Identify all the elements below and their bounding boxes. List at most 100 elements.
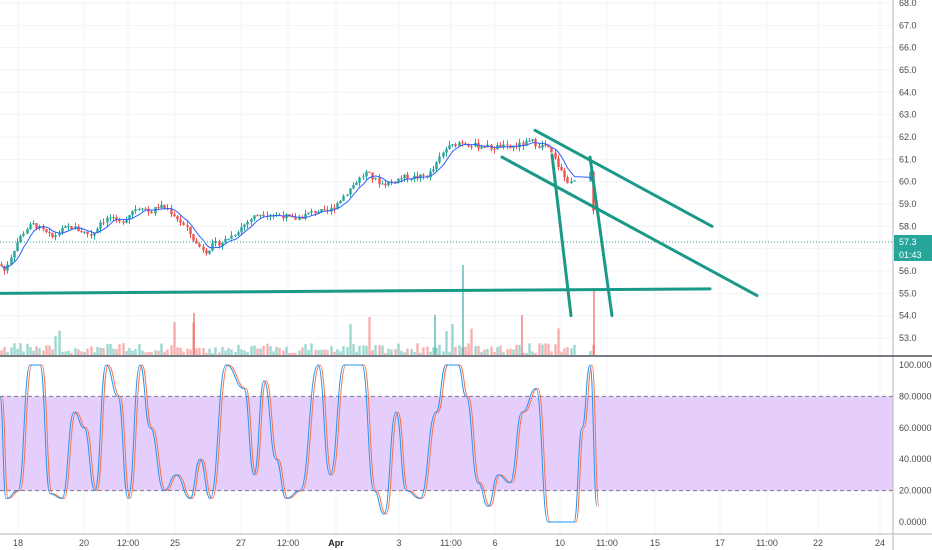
volume-bar bbox=[173, 322, 176, 355]
candle-body bbox=[314, 211, 317, 214]
price-tick-label: 61.0 bbox=[899, 154, 917, 164]
volume-bar bbox=[410, 348, 413, 355]
candle-body bbox=[506, 144, 509, 146]
volume-bar bbox=[304, 344, 307, 355]
volume-bar bbox=[275, 346, 278, 355]
upper-channel-line[interactable] bbox=[533, 128, 714, 228]
volume-bar bbox=[368, 316, 371, 355]
candle-body bbox=[230, 235, 233, 239]
volume-bar bbox=[570, 348, 573, 355]
volume-bar bbox=[426, 346, 429, 355]
candle-body bbox=[61, 227, 64, 233]
candle-body bbox=[154, 207, 157, 214]
volume-bar bbox=[333, 351, 336, 355]
volume-bar bbox=[70, 352, 73, 355]
candle-body bbox=[547, 145, 550, 148]
volume-bar bbox=[202, 348, 205, 355]
candle-body bbox=[90, 234, 93, 236]
price-tick-label: 58.0 bbox=[899, 221, 917, 231]
stochastic-panel bbox=[0, 364, 893, 523]
price-tick-label: 67.0 bbox=[899, 20, 917, 30]
candle-body bbox=[198, 243, 201, 247]
wedge-right-line[interactable] bbox=[588, 155, 614, 318]
candle-body bbox=[518, 142, 521, 148]
candle-body bbox=[528, 140, 531, 142]
candle-body bbox=[179, 219, 182, 223]
volume-bar bbox=[512, 349, 515, 355]
volume-bar bbox=[32, 350, 35, 355]
volume-bar bbox=[189, 349, 192, 355]
candle-body bbox=[483, 146, 486, 148]
candle-body bbox=[243, 224, 246, 228]
price-tick-label: 62.0 bbox=[899, 132, 917, 142]
volume-bar bbox=[96, 346, 99, 355]
volume-bar bbox=[67, 350, 70, 355]
volume-bar bbox=[134, 349, 137, 355]
volume-bar bbox=[294, 352, 297, 355]
volume-bar bbox=[371, 350, 374, 355]
volume-bar bbox=[208, 348, 211, 355]
candle-body bbox=[550, 147, 553, 153]
candle-body bbox=[51, 232, 54, 238]
candle-body bbox=[26, 229, 29, 234]
candle-body bbox=[112, 217, 115, 219]
candle-body bbox=[429, 171, 432, 178]
candle-body bbox=[128, 215, 131, 220]
candle-body bbox=[410, 179, 413, 181]
price-tick-label: 66.0 bbox=[899, 43, 917, 53]
volume-bar bbox=[6, 352, 9, 355]
volume-bar bbox=[109, 343, 112, 355]
volume-bar bbox=[339, 351, 342, 355]
candle-body bbox=[317, 211, 320, 214]
volume-bar bbox=[403, 352, 406, 355]
volume-bar bbox=[406, 348, 409, 355]
price-tick-label: 54.0 bbox=[899, 311, 917, 321]
candle-body bbox=[467, 144, 470, 147]
oscillator-tick-label: 0.0000 bbox=[899, 517, 927, 527]
volume-bar bbox=[384, 352, 387, 355]
volume-bar bbox=[90, 346, 93, 355]
volume-bar bbox=[22, 351, 25, 355]
volume-bar bbox=[115, 349, 118, 355]
volume-bar bbox=[448, 351, 451, 355]
candle-body bbox=[0, 264, 3, 267]
candle-body bbox=[262, 214, 265, 216]
candle-body bbox=[394, 181, 397, 183]
time-tick-label: 11:00 bbox=[596, 538, 618, 548]
wedge-left-line[interactable] bbox=[550, 153, 573, 318]
volume-bar bbox=[346, 347, 349, 355]
volume-bar bbox=[211, 352, 214, 355]
lower-channel-line[interactable] bbox=[500, 155, 759, 298]
candle-body bbox=[544, 144, 547, 146]
candle-body bbox=[291, 216, 294, 218]
candle-body bbox=[32, 223, 35, 225]
volume-bar bbox=[131, 350, 134, 355]
candle-body bbox=[150, 211, 153, 214]
volume-bar bbox=[310, 343, 313, 355]
candle-body bbox=[381, 183, 384, 185]
volume-bar bbox=[342, 346, 345, 355]
candle-body bbox=[298, 217, 301, 220]
candle-body bbox=[202, 246, 205, 251]
candle-body bbox=[106, 217, 109, 223]
volume-bar bbox=[288, 352, 291, 355]
candle-body bbox=[589, 171, 592, 181]
trendline-drawings[interactable] bbox=[0, 128, 759, 318]
volume-bar bbox=[218, 352, 221, 355]
candle-body bbox=[163, 204, 166, 209]
candle-body bbox=[224, 238, 227, 243]
candle-body bbox=[502, 144, 505, 148]
volume-bar bbox=[205, 352, 208, 355]
volume-bar bbox=[413, 352, 416, 355]
candle-body bbox=[435, 162, 438, 170]
candle-body bbox=[109, 217, 112, 219]
volume-bar bbox=[362, 345, 365, 355]
horizontal-support[interactable] bbox=[0, 287, 712, 295]
volume-bar bbox=[301, 347, 304, 355]
volume-bar bbox=[163, 351, 166, 355]
volume-bar bbox=[493, 352, 496, 355]
volume-bar bbox=[515, 344, 518, 355]
candle-body bbox=[384, 183, 387, 186]
candle-body bbox=[195, 240, 198, 244]
